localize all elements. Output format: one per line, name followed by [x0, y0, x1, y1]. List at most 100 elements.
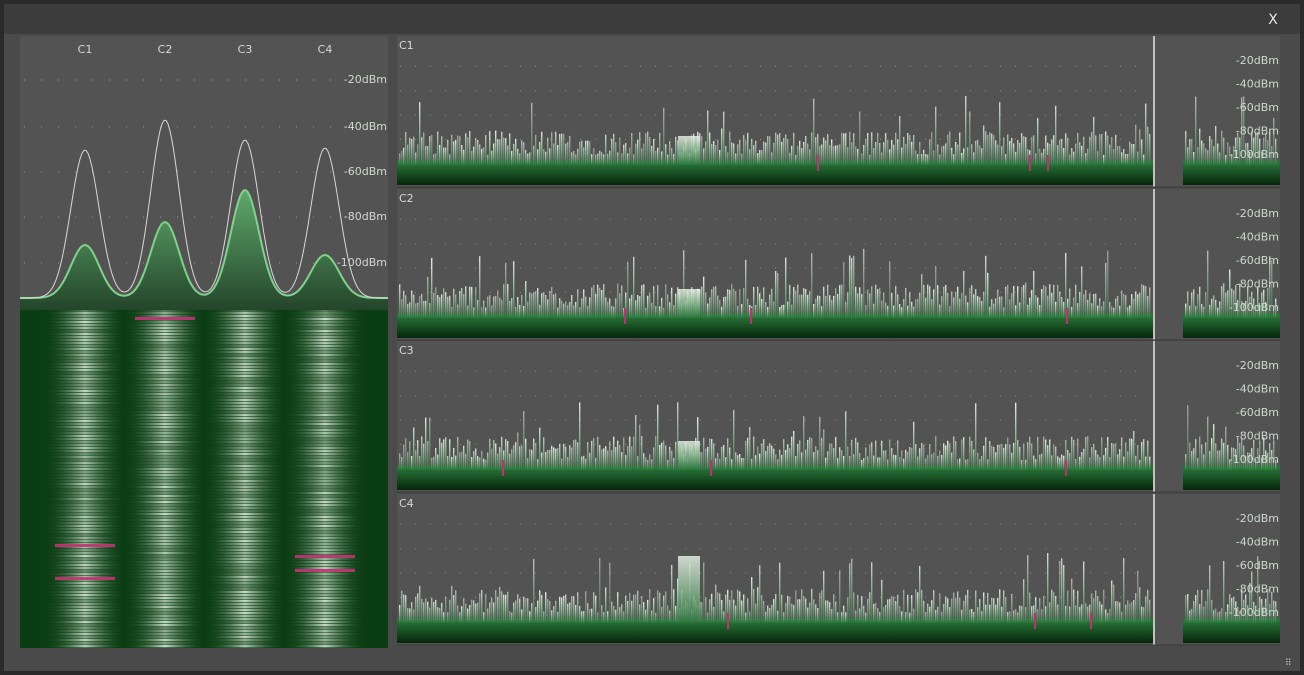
spectrum-bar: [1213, 295, 1215, 318]
spectrum-bar: [603, 612, 605, 623]
spectrum-bar: [463, 149, 465, 165]
spectrum-bar: [917, 154, 919, 165]
spectrum-bar: [497, 596, 499, 623]
spectrum-bar: [591, 154, 593, 165]
spectrum-bar: [1271, 146, 1273, 165]
spectrum-bar: [553, 606, 555, 623]
waterfall-line: [285, 378, 365, 380]
spectrum-bar: [1121, 152, 1123, 165]
spectrum-bar: [559, 133, 561, 165]
waterfall-line: [45, 495, 125, 497]
spectrum-bar: [405, 438, 407, 470]
spectrum-bar: [627, 153, 629, 165]
spectrum-bar: [809, 602, 811, 623]
spectrum-bar: [529, 611, 531, 623]
spectrum-bar: [913, 306, 915, 318]
spectrum-bar: [489, 131, 491, 165]
close-button[interactable]: X: [1268, 12, 1278, 28]
spectrum-bar: [411, 290, 413, 318]
spectrum-bar: [545, 295, 547, 318]
spectrum-bar: [511, 612, 513, 623]
spectrum-bar: [745, 259, 747, 318]
spectrum-bar: [489, 602, 491, 623]
spectrum-bar: [1049, 602, 1051, 623]
spectrum-bar: [1105, 262, 1107, 318]
waterfall-line: [205, 600, 285, 602]
spectrum-bar: [1123, 558, 1125, 623]
spectrum-bar: [409, 137, 411, 165]
spectrum-bar: [547, 449, 549, 470]
waterfall-line: [125, 369, 205, 371]
spectrum-bar: [1125, 295, 1127, 318]
spectrum-bar: [429, 136, 431, 165]
spectrum-bar: [415, 450, 417, 470]
spectrum-bar: [533, 558, 535, 623]
spectrum-bar: [1215, 299, 1217, 318]
waterfall-line: [285, 639, 365, 641]
spectrum-bar: [847, 147, 849, 165]
spectrum-bar: [421, 598, 423, 623]
spectrum-bar: [1093, 294, 1095, 318]
waterfall-line: [45, 534, 125, 536]
waterfall-line: [45, 606, 125, 608]
resize-grip[interactable]: ⠿: [1285, 658, 1292, 669]
spectrum-bar: [465, 286, 467, 318]
spectrum-bar: [977, 452, 979, 470]
spectrum-bar: [1205, 291, 1207, 318]
peak-marker: [1066, 308, 1068, 324]
peak-marker: [727, 613, 729, 629]
waterfall-line: [125, 555, 205, 557]
spectrum-bar: [713, 606, 715, 623]
waterfall-line: [285, 360, 365, 362]
spectrum-bar: [905, 287, 907, 318]
spectrum-bar: [1243, 445, 1245, 470]
spectrum-bar: [731, 590, 733, 623]
spectrum-bar: [617, 592, 619, 623]
waterfall-line: [285, 471, 365, 473]
waterfall-line: [125, 546, 205, 548]
spectrum-bar: [1223, 442, 1225, 470]
spectrum-bar: [891, 596, 893, 623]
spectrum-bar: [407, 608, 409, 623]
waterfall-line: [285, 528, 365, 530]
spectrum-bar: [721, 600, 723, 623]
spectrum-bar: [1009, 611, 1011, 623]
waterfall-line: [45, 387, 125, 389]
spectrum-bar: [1215, 443, 1217, 470]
waterfall-line: [285, 402, 365, 404]
spectrum-bar: [893, 596, 895, 623]
spectrum-bar: [421, 436, 423, 470]
spectrum-bar: [1049, 439, 1051, 470]
spectrum-bar: [983, 592, 985, 623]
spectrum-bar: [1263, 437, 1265, 470]
waterfall-line: [205, 468, 285, 470]
spectrum-bar: [1047, 553, 1049, 623]
spectrum-bar: [1219, 152, 1221, 165]
waterfall-line: [45, 459, 125, 461]
spectrum-bar: [561, 133, 563, 165]
waterfall-line: [285, 549, 365, 551]
spectrum-bar: [1217, 143, 1219, 165]
waterfall-line: [125, 456, 205, 458]
spectrum-bar: [917, 456, 919, 470]
spectrum-bar: [625, 595, 627, 623]
spectrum-bar: [897, 594, 899, 623]
waterfall-line: [205, 591, 285, 593]
spectrum-bar: [619, 293, 621, 318]
level-label: -80dBm: [1236, 583, 1279, 596]
spectrum-bar: [1127, 154, 1129, 165]
spectrum-bar: [611, 601, 613, 623]
waterfall-line: [205, 342, 285, 344]
spectrum-bar: [1051, 589, 1053, 623]
spectrum-bar: [1147, 126, 1149, 165]
waterfall-line: [205, 387, 285, 389]
spectrum-bar: [739, 591, 741, 623]
spectrum-bar: [1031, 137, 1033, 165]
waterfall-line: [125, 645, 205, 647]
spectrum-bar: [759, 149, 761, 165]
peak-marker: [55, 577, 115, 580]
spectrum-bar: [779, 562, 781, 623]
spectrum-bar: [985, 131, 987, 165]
spectrum-bar: [865, 447, 867, 470]
spectrum-bar: [901, 147, 903, 165]
